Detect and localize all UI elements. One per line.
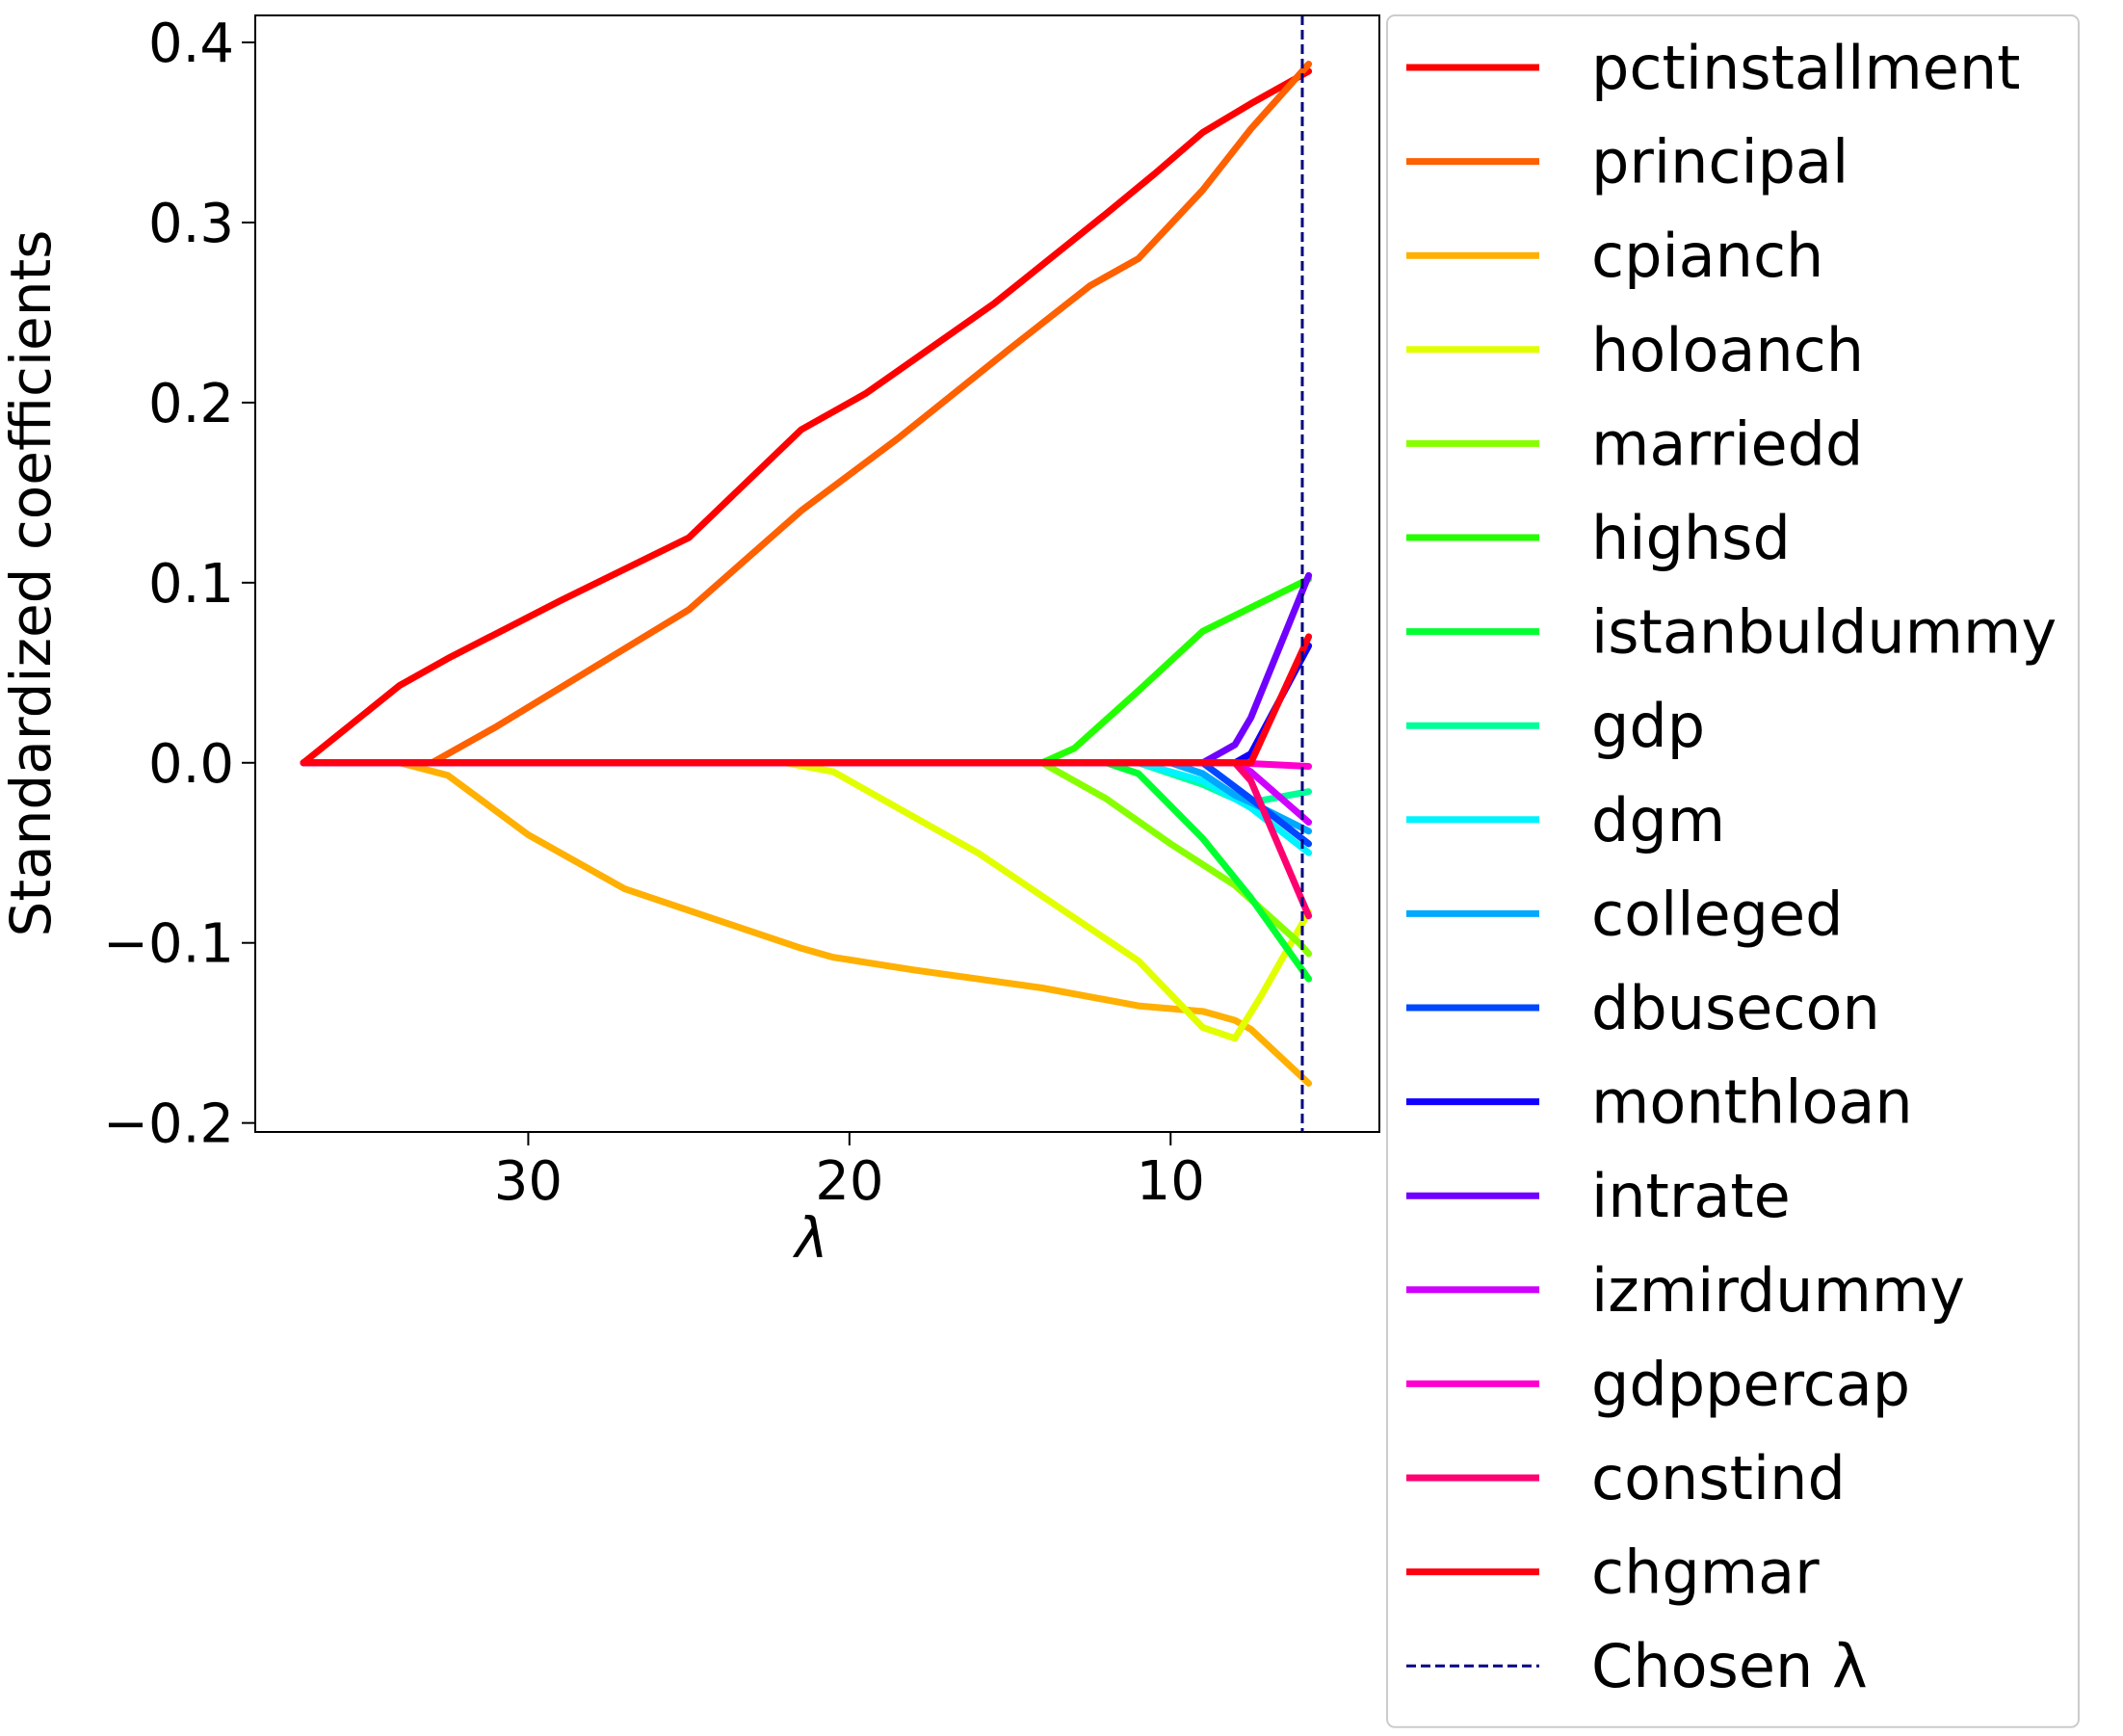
x-tick-label: 20 — [815, 1150, 883, 1213]
legend-item: highsd — [1406, 503, 1791, 573]
series-line-monthloan — [300, 642, 1313, 767]
legend-item: gdp — [1406, 691, 1705, 761]
legend-label: principal — [1591, 127, 1848, 197]
series-line-holoanch — [300, 759, 1313, 1042]
legend-label: dgm — [1591, 785, 1725, 855]
y-axis-title: Standardized coefficients — [0, 230, 64, 937]
legend-label: chgmar — [1591, 1538, 1820, 1608]
legend-label: intrate — [1591, 1161, 1791, 1231]
legend-label: holoanch — [1591, 315, 1864, 385]
legend-item: Chosen λ — [1406, 1631, 1868, 1701]
series-line-cpianch — [300, 759, 1313, 1087]
x-tick-label: 10 — [1137, 1150, 1205, 1213]
y-axis: −0.2 −0.1 0.0 0.1 0.2 0.3 0.4 — [103, 13, 255, 1156]
legend-label: dbusecon — [1591, 973, 1880, 1043]
legend-item: constind — [1406, 1443, 1846, 1513]
x-axis: 30 20 10 — [494, 1132, 1205, 1213]
legend-label: highsd — [1591, 503, 1791, 573]
legend-label: constind — [1591, 1443, 1846, 1513]
legend-item: pctinstallment — [1406, 33, 2020, 103]
legend-item: intrate — [1406, 1161, 1791, 1231]
legend-label: Chosen λ — [1591, 1631, 1868, 1701]
legend-label: pctinstallment — [1591, 33, 2020, 103]
legend-item: istanbuldummy — [1406, 597, 2057, 668]
legend-label: monthloan — [1591, 1067, 1913, 1138]
legend-box — [1386, 14, 2080, 1728]
y-tick-label: 0.0 — [148, 733, 234, 796]
legend-label: izmirdummy — [1591, 1255, 1965, 1326]
legend-label: marriedd — [1591, 408, 1863, 479]
legend-item: cpianch — [1406, 221, 1823, 291]
legend-item: izmirdummy — [1406, 1255, 1965, 1326]
legend-item: principal — [1406, 127, 1848, 197]
legend-item: dbusecon — [1406, 973, 1880, 1043]
y-tick-label: 0.2 — [148, 373, 234, 435]
legend-label: gdppercap — [1591, 1349, 1910, 1419]
y-tick-label: 0.4 — [148, 13, 234, 75]
x-axis-title: λ — [792, 1205, 827, 1271]
series-layer — [300, 61, 1313, 1087]
series-line-pctinstallment — [300, 67, 1313, 767]
legend-label: gdp — [1591, 691, 1705, 761]
y-tick-label: −0.2 — [103, 1093, 234, 1156]
series-line-constind — [300, 759, 1313, 920]
legend-label: colleged — [1591, 879, 1843, 949]
y-tick-label: 0.1 — [148, 553, 234, 616]
plot-frame — [254, 14, 1380, 1133]
legend-item: chgmar — [1406, 1538, 1820, 1608]
legend-item: monthloan — [1406, 1067, 1913, 1138]
y-tick-label: 0.3 — [148, 193, 234, 255]
series-line-principal — [300, 61, 1313, 767]
series-line-chgmar — [300, 633, 1313, 767]
x-tick-label: 30 — [494, 1150, 563, 1213]
series-line-highsd — [300, 575, 1313, 767]
legend-item: holoanch — [1406, 315, 1864, 385]
y-tick-label: −0.1 — [103, 913, 234, 976]
legend-item: dgm — [1406, 785, 1725, 855]
legend-item: marriedd — [1406, 408, 1863, 479]
legend-label: istanbuldummy — [1591, 597, 2057, 668]
legend-label: cpianch — [1591, 221, 1823, 291]
legend-item: colleged — [1406, 879, 1843, 949]
legend-item: gdppercap — [1406, 1349, 1910, 1419]
legend: pctinstallment principal cpianch holoanch ma… — [1386, 14, 2080, 1728]
